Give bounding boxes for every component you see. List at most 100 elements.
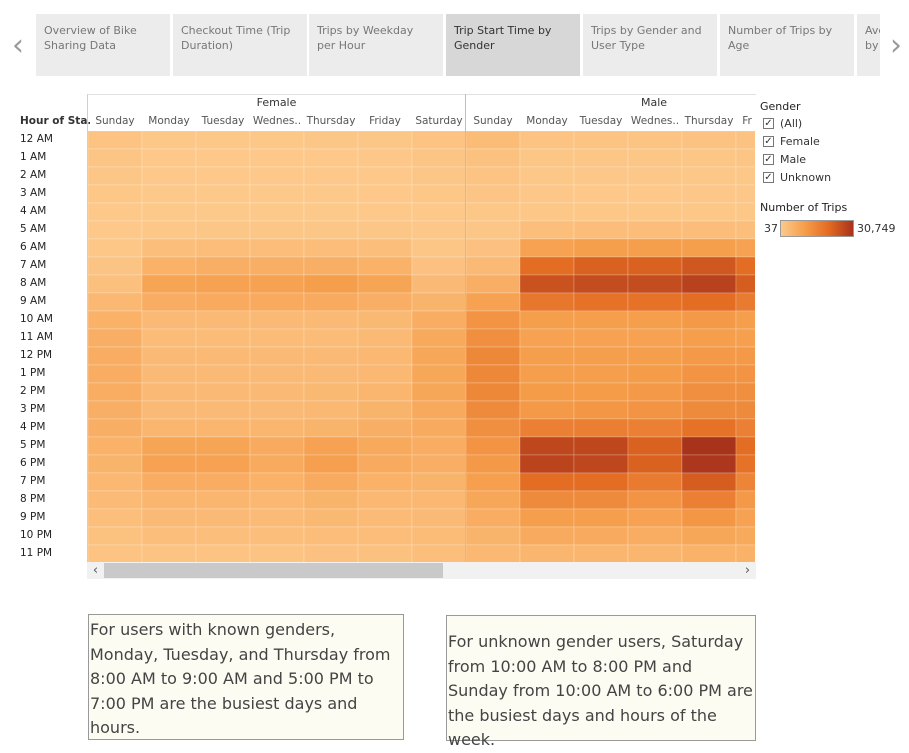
heatmap-cell[interactable] xyxy=(465,256,521,276)
heatmap-cell[interactable] xyxy=(357,166,413,186)
heatmap-cell[interactable] xyxy=(249,274,305,294)
heatmap-cell[interactable] xyxy=(88,382,143,402)
heatmap-cell[interactable] xyxy=(249,508,305,528)
heatmap-cell[interactable] xyxy=(519,292,575,312)
heatmap-cell[interactable] xyxy=(411,310,467,330)
heatmap-cell[interactable] xyxy=(195,454,251,474)
heatmap-cell[interactable] xyxy=(573,508,629,528)
heatmap-cell[interactable] xyxy=(88,310,143,330)
heatmap-cell[interactable] xyxy=(627,346,683,366)
heatmap-cell[interactable] xyxy=(681,526,737,546)
heatmap-cell[interactable] xyxy=(141,310,197,330)
heatmap-cell[interactable] xyxy=(141,166,197,186)
heatmap-cell[interactable] xyxy=(573,454,629,474)
heatmap-cell[interactable] xyxy=(573,400,629,420)
heatmap-cell[interactable] xyxy=(735,292,755,312)
heatmap-cell[interactable] xyxy=(357,490,413,510)
heatmap-cell[interactable] xyxy=(735,400,755,420)
heatmap-cell[interactable] xyxy=(681,472,737,492)
heatmap-cell[interactable] xyxy=(735,202,755,222)
heatmap-cell[interactable] xyxy=(573,256,629,276)
checkbox-checked-icon[interactable]: ✓ xyxy=(763,172,774,183)
heatmap-cell[interactable] xyxy=(141,454,197,474)
heatmap-cell[interactable] xyxy=(573,490,629,510)
heatmap-cell[interactable] xyxy=(88,526,143,546)
heatmap-cell[interactable] xyxy=(681,400,737,420)
heatmap-cell[interactable] xyxy=(303,544,359,562)
heatmap-cell[interactable] xyxy=(627,436,683,456)
heatmap-cell[interactable] xyxy=(411,292,467,312)
heatmap-cell[interactable] xyxy=(88,166,143,186)
heatmap-cell[interactable] xyxy=(627,544,683,562)
heatmap-cell[interactable] xyxy=(411,256,467,276)
heatmap-cell[interactable] xyxy=(573,310,629,330)
heatmap-cell[interactable] xyxy=(195,238,251,258)
heatmap-cell[interactable] xyxy=(249,256,305,276)
tab-trip-start-time-by-gender[interactable]: Trip Start Time by Gender xyxy=(446,14,580,76)
heatmap-cell[interactable] xyxy=(357,400,413,420)
heatmap-cell[interactable] xyxy=(249,184,305,204)
scroll-right-button[interactable]: › xyxy=(744,563,751,578)
heatmap-cell[interactable] xyxy=(411,454,467,474)
heatmap-cell[interactable] xyxy=(627,310,683,330)
heatmap-cell[interactable] xyxy=(681,436,737,456)
heatmap-cell[interactable] xyxy=(357,364,413,384)
heatmap-cell[interactable] xyxy=(465,400,521,420)
heatmap-cell[interactable] xyxy=(573,328,629,348)
heatmap-cell[interactable] xyxy=(249,292,305,312)
heatmap-cell[interactable] xyxy=(681,454,737,474)
heatmap-cell[interactable] xyxy=(465,238,521,258)
heatmap-cell[interactable] xyxy=(88,131,143,150)
heatmap-cell[interactable] xyxy=(141,418,197,438)
heatmap-cell[interactable] xyxy=(195,436,251,456)
heatmap-cell[interactable] xyxy=(357,382,413,402)
heatmap-cell[interactable] xyxy=(735,274,755,294)
heatmap-cell[interactable] xyxy=(519,490,575,510)
heatmap-cell[interactable] xyxy=(195,544,251,562)
heatmap-cell[interactable] xyxy=(735,508,755,528)
heatmap-cell[interactable] xyxy=(357,238,413,258)
heatmap-cell[interactable] xyxy=(465,472,521,492)
heatmap-cell[interactable] xyxy=(519,400,575,420)
heatmap-cell[interactable] xyxy=(681,184,737,204)
heatmap-cell[interactable] xyxy=(411,346,467,366)
heatmap-cell[interactable] xyxy=(627,184,683,204)
scroll-left-button[interactable]: ‹ xyxy=(92,563,99,578)
tab-checkout-time[interactable]: Checkout Time (Trip Duration) xyxy=(173,14,307,76)
heatmap-cell[interactable] xyxy=(735,166,755,186)
heatmap-cell[interactable] xyxy=(141,526,197,546)
heatmap-cell[interactable] xyxy=(249,131,305,150)
heatmap-cell[interactable] xyxy=(303,274,359,294)
heatmap-cell[interactable] xyxy=(465,490,521,510)
heatmap-cell[interactable] xyxy=(519,472,575,492)
heatmap-cell[interactable] xyxy=(573,238,629,258)
heatmap-cell[interactable] xyxy=(573,131,629,150)
heatmap-cell[interactable] xyxy=(88,454,143,474)
heatmap-cell[interactable] xyxy=(249,364,305,384)
heatmap-cell[interactable] xyxy=(627,490,683,510)
heatmap-cell[interactable] xyxy=(681,418,737,438)
heatmap-cell[interactable] xyxy=(195,346,251,366)
heatmap-cell[interactable] xyxy=(141,274,197,294)
heatmap-cell[interactable] xyxy=(303,202,359,222)
heatmap-cell[interactable] xyxy=(681,220,737,240)
heatmap-cell[interactable] xyxy=(88,436,143,456)
heatmap-cell[interactable] xyxy=(303,346,359,366)
heatmap-cell[interactable] xyxy=(303,184,359,204)
heatmap-cell[interactable] xyxy=(357,472,413,492)
heatmap-cell[interactable] xyxy=(573,544,629,562)
heatmap-cell[interactable] xyxy=(303,472,359,492)
heatmap-cell[interactable] xyxy=(681,328,737,348)
heatmap-cell[interactable] xyxy=(465,292,521,312)
heatmap-cell[interactable] xyxy=(141,328,197,348)
heatmap-cell[interactable] xyxy=(681,274,737,294)
heatmap-cell[interactable] xyxy=(411,328,467,348)
heatmap-cell[interactable] xyxy=(195,472,251,492)
heatmap-cell[interactable] xyxy=(195,256,251,276)
checkbox-checked-icon[interactable]: ✓ xyxy=(763,154,774,165)
heatmap-cell[interactable] xyxy=(735,131,755,150)
heatmap-cell[interactable] xyxy=(357,148,413,168)
next-story-point-button[interactable]: › xyxy=(890,28,902,63)
heatmap-cell[interactable] xyxy=(627,166,683,186)
heatmap-cell[interactable] xyxy=(195,508,251,528)
